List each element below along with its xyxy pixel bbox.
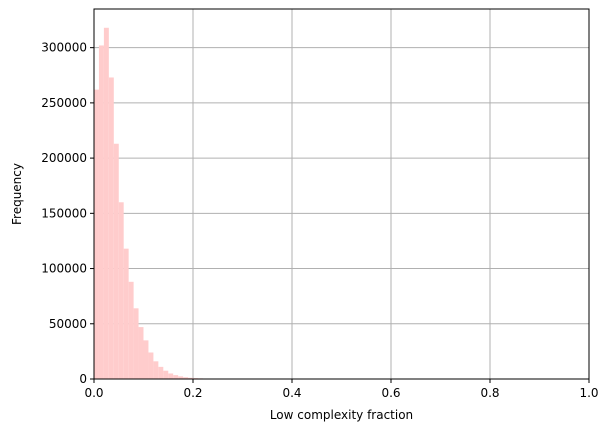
histogram-bar bbox=[134, 308, 139, 379]
histogram-bar bbox=[114, 144, 119, 379]
histogram-bar bbox=[109, 77, 114, 379]
y-tick-label: 300000 bbox=[41, 41, 87, 55]
histogram-bar bbox=[144, 340, 149, 379]
histogram-bar bbox=[139, 327, 144, 379]
y-axis-label: Frequency bbox=[10, 163, 24, 225]
histogram-bar bbox=[104, 28, 109, 379]
y-tick-label: 250000 bbox=[41, 96, 87, 110]
y-tick-label: 50000 bbox=[49, 317, 87, 331]
x-tick-label: 0.2 bbox=[183, 386, 202, 400]
x-axis-label: Low complexity fraction bbox=[270, 408, 413, 422]
histogram-bar bbox=[119, 202, 124, 379]
x-tick-label: 0.8 bbox=[480, 386, 499, 400]
y-tick-label: 0 bbox=[79, 372, 87, 386]
y-tick-label: 150000 bbox=[41, 206, 87, 220]
x-tick-label: 0.6 bbox=[381, 386, 400, 400]
histogram-bar bbox=[153, 361, 158, 379]
histogram-bar bbox=[124, 249, 129, 379]
histogram-bar bbox=[148, 352, 153, 379]
x-tick-label: 1.0 bbox=[579, 386, 598, 400]
y-tick-label: 200000 bbox=[41, 151, 87, 165]
histogram-bar bbox=[168, 373, 173, 379]
histogram-bar bbox=[173, 375, 178, 379]
x-axis-ticks: 0.0 0.2 0.4 0.6 0.8 1.0 bbox=[84, 379, 598, 400]
histogram-bar bbox=[99, 45, 104, 379]
x-tick-label: 0.0 bbox=[84, 386, 103, 400]
histogram-bar bbox=[94, 90, 99, 379]
histogram-bar bbox=[163, 371, 168, 379]
histogram-bar bbox=[129, 282, 134, 379]
histogram-bar bbox=[158, 367, 163, 379]
x-tick-label: 0.4 bbox=[282, 386, 301, 400]
y-axis-ticks: 0 50000 100000 150000 200000 250000 300000 bbox=[41, 41, 94, 386]
y-tick-label: 100000 bbox=[41, 262, 87, 276]
